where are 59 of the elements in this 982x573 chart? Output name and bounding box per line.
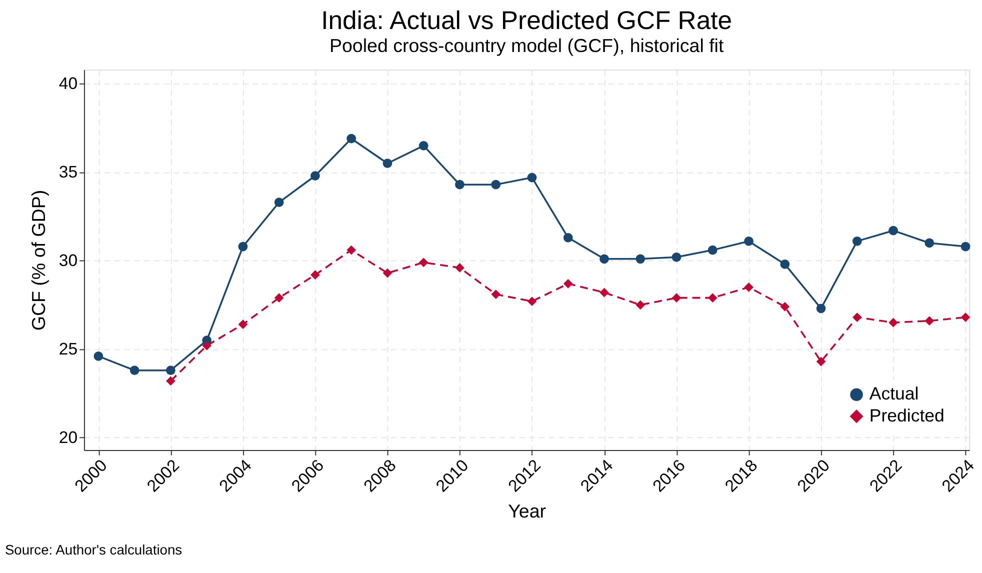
y-tick-label: 20 xyxy=(58,428,78,448)
point xyxy=(924,238,934,248)
point xyxy=(852,236,862,246)
point xyxy=(310,171,320,180)
point xyxy=(382,268,392,278)
point xyxy=(455,263,464,272)
point xyxy=(274,293,284,303)
point xyxy=(527,296,537,306)
point xyxy=(672,293,682,303)
point xyxy=(780,302,790,312)
source-note: Source: Author's calculations xyxy=(4,542,182,558)
point xyxy=(888,318,898,328)
point xyxy=(852,312,862,322)
point xyxy=(346,134,356,144)
y-tick-label: 25 xyxy=(58,340,78,359)
point xyxy=(346,245,356,255)
point xyxy=(274,198,284,207)
legend-label: Predicted xyxy=(869,405,944,426)
point xyxy=(780,260,790,269)
y-tick-label: 40 xyxy=(58,74,78,94)
point xyxy=(744,282,754,292)
point xyxy=(636,254,646,264)
point xyxy=(672,252,682,262)
point xyxy=(888,226,898,236)
y-tick-label: 30 xyxy=(58,251,78,270)
x-axis-title: Year xyxy=(508,500,546,522)
point xyxy=(166,376,176,386)
point xyxy=(563,278,573,288)
y-tick-label: 35 xyxy=(58,162,78,182)
point xyxy=(166,366,176,376)
point xyxy=(238,242,248,252)
point xyxy=(563,232,573,242)
point xyxy=(600,288,609,298)
point xyxy=(924,316,934,326)
point xyxy=(816,304,826,314)
point xyxy=(202,340,212,350)
point xyxy=(418,258,428,268)
point xyxy=(130,366,140,376)
point xyxy=(491,180,501,190)
chart-subtitle: Pooled cross-country model (GCF), historical fit xyxy=(329,34,724,56)
point xyxy=(310,270,320,280)
point xyxy=(527,172,537,182)
chart-title: India: Actual vs Predicted GCF Rate xyxy=(321,7,732,36)
point xyxy=(94,352,104,361)
point xyxy=(238,320,248,330)
point xyxy=(816,356,826,366)
legend-label: Actual xyxy=(869,384,919,404)
point xyxy=(382,158,392,168)
point xyxy=(960,312,970,322)
point xyxy=(491,290,501,299)
y-axis-title: GCF (% of GDP) xyxy=(28,190,50,331)
point xyxy=(708,245,718,255)
point xyxy=(960,242,970,252)
point xyxy=(455,180,464,190)
point xyxy=(418,141,428,150)
point xyxy=(744,236,754,246)
point xyxy=(636,300,646,310)
point xyxy=(708,293,718,303)
point xyxy=(600,254,609,264)
